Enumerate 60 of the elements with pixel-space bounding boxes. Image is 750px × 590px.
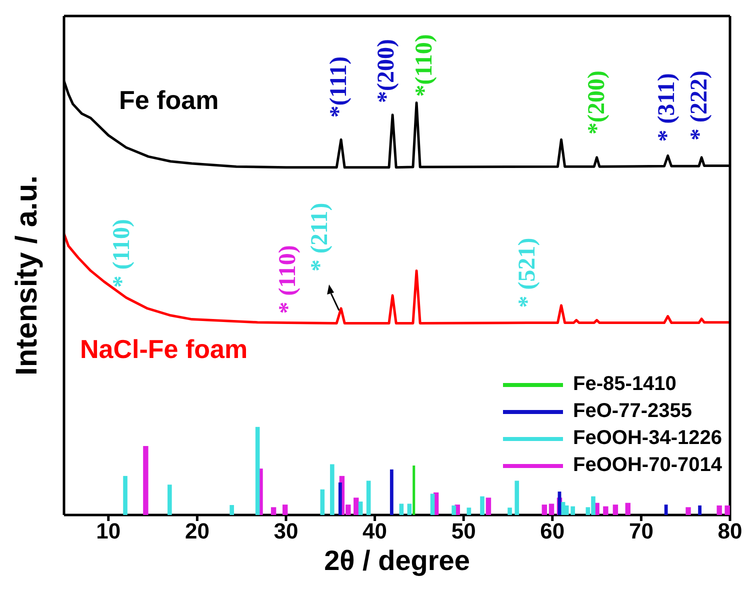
- annotation: * (521): [514, 238, 541, 308]
- annotation: * (222): [686, 70, 713, 140]
- legend-label: FeO-77-2355: [573, 400, 692, 423]
- bar: [282, 504, 288, 515]
- bar: [358, 502, 363, 515]
- bar: [168, 484, 172, 515]
- bar: [366, 480, 371, 515]
- annotation: *(200): [374, 38, 400, 103]
- x-tick-label: 40: [362, 518, 388, 544]
- bar: [724, 505, 730, 515]
- bar: [338, 482, 342, 515]
- bar: [486, 498, 492, 515]
- bar: [508, 508, 512, 515]
- bar: [514, 480, 520, 515]
- bar: [480, 496, 484, 515]
- bar: [452, 505, 456, 515]
- x-tick-label: 30: [274, 518, 298, 544]
- bar: [143, 446, 148, 515]
- bar: [407, 504, 412, 515]
- bar: [123, 476, 128, 515]
- annotation: *(111): [326, 56, 352, 118]
- bar: [255, 426, 260, 515]
- bar: [625, 502, 630, 515]
- bar: [354, 498, 359, 515]
- annotation: *(110): [412, 34, 438, 97]
- y-axis-title: Intensity / a.u.: [10, 175, 44, 376]
- bar: [399, 504, 404, 515]
- bar: [270, 507, 276, 515]
- bar: [698, 505, 702, 515]
- x-tick-label: 80: [718, 518, 742, 544]
- bar: [612, 504, 618, 515]
- x-tick-label: 50: [451, 518, 476, 544]
- bar: [390, 469, 394, 515]
- x-tick-label: 60: [540, 518, 565, 544]
- annotation: * (311): [654, 73, 680, 142]
- legend-label: FeOOH-70-7014: [573, 454, 722, 477]
- bar: [330, 464, 334, 515]
- bar: [548, 504, 554, 515]
- bar: [542, 504, 548, 515]
- bar: [664, 504, 668, 515]
- bar: [430, 494, 435, 515]
- bar: [230, 505, 234, 515]
- series-label: NaCl-Fe foam: [80, 334, 248, 364]
- annotation: *(200): [584, 70, 610, 134]
- bar: [603, 506, 608, 515]
- x-tick-label: 70: [628, 518, 654, 544]
- bar: [320, 489, 325, 515]
- annotation: * (110): [274, 245, 301, 314]
- x-tick-label: 10: [96, 518, 121, 544]
- legend-label: FeOOH-34-1226: [573, 427, 722, 450]
- bar: [716, 505, 722, 515]
- x-tick-label: 20: [184, 518, 210, 544]
- bar: [686, 507, 691, 515]
- x-axis-title: 2θ / degree: [324, 545, 470, 576]
- annotation: * (211): [307, 202, 334, 272]
- annotation: * (110): [109, 218, 136, 288]
- series-label: Fe foam: [119, 85, 219, 116]
- bar: [466, 508, 472, 515]
- legend-label: Fe-85-1410: [573, 373, 676, 396]
- bar: [412, 466, 416, 515]
